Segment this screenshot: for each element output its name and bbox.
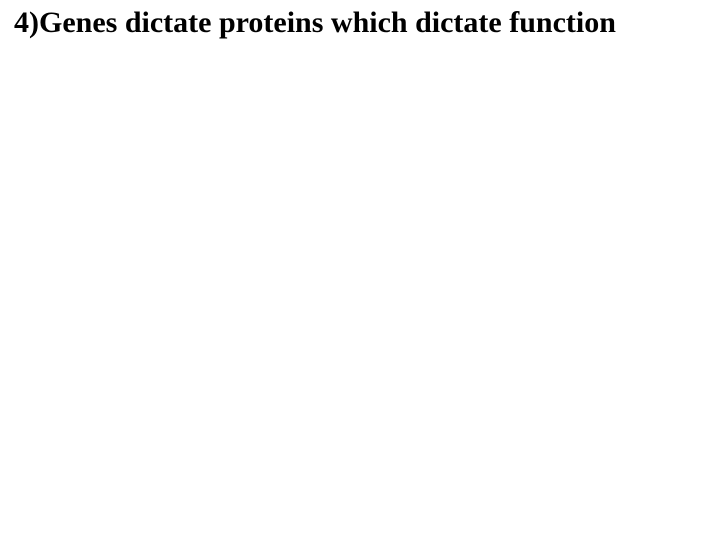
- slide-heading: 4)Genes dictate proteins which dictate f…: [14, 6, 700, 41]
